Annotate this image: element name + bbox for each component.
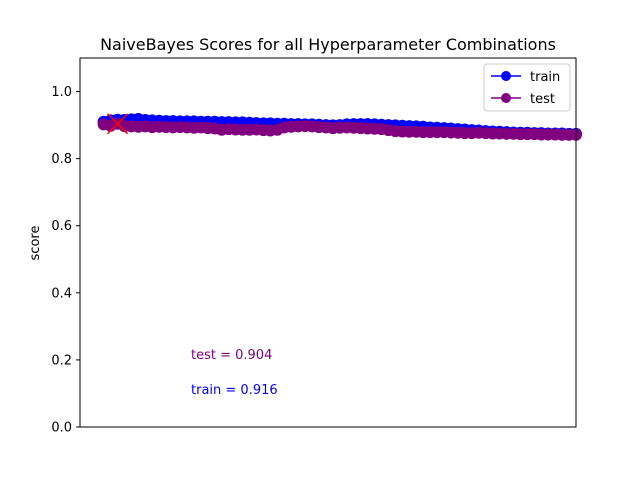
test-score-annotation: test = 0.904 bbox=[191, 348, 272, 363]
y-tick-label: 1.0 bbox=[51, 85, 72, 100]
y-tick-label: 0.2 bbox=[51, 353, 72, 368]
y-axis-label: score bbox=[28, 226, 43, 261]
legend-test-label: test bbox=[530, 92, 555, 107]
train-score-annotation: train = 0.916 bbox=[191, 383, 278, 398]
y-axis-ticks: 0.0 0.2 0.4 0.6 0.8 1.0 bbox=[51, 85, 80, 436]
chart-title: NaiveBayes Scores for all Hyperparameter… bbox=[100, 35, 556, 54]
y-tick-label: 0.4 bbox=[51, 286, 72, 301]
legend: train test bbox=[483, 63, 571, 112]
y-tick-label: 0.8 bbox=[51, 152, 72, 167]
plot-area-frame bbox=[79, 57, 577, 428]
legend-test-marker bbox=[501, 93, 511, 103]
legend-train-marker bbox=[501, 71, 511, 81]
best-score-marker bbox=[106, 113, 129, 135]
plot-series bbox=[97, 113, 582, 141]
y-tick-label: 0.0 bbox=[51, 421, 72, 436]
legend-train-label: train bbox=[530, 70, 560, 85]
best-x-stroke bbox=[106, 113, 129, 135]
y-tick-label: 0.6 bbox=[51, 219, 72, 234]
